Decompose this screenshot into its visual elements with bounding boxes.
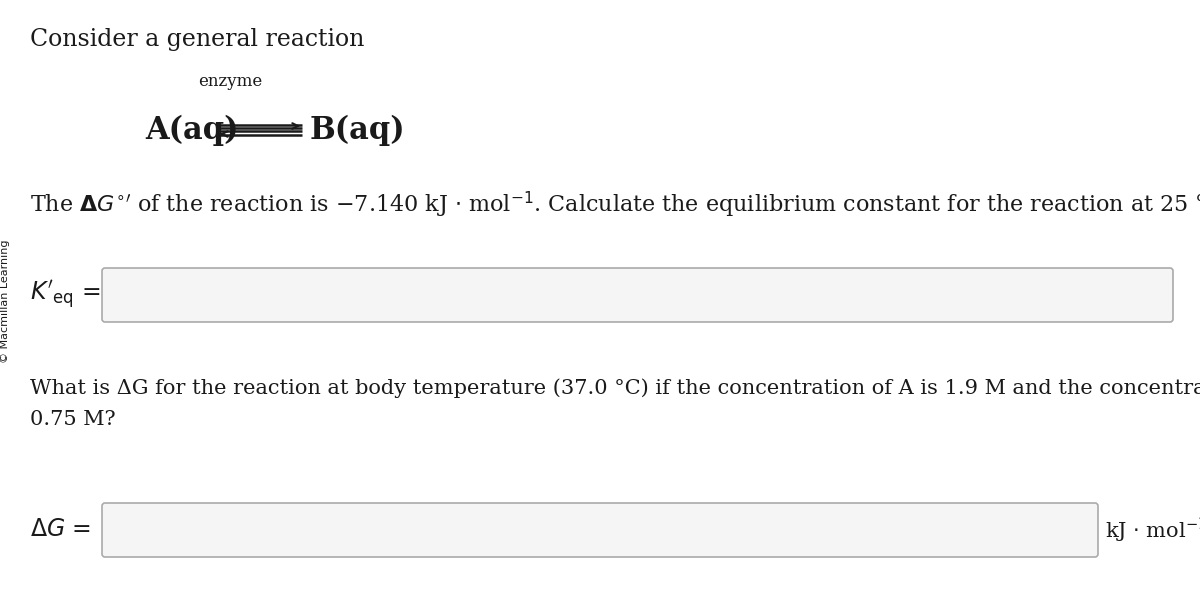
- Text: $K'_{\rm eq}$ =: $K'_{\rm eq}$ =: [30, 279, 101, 311]
- Text: Consider a general reaction: Consider a general reaction: [30, 28, 365, 51]
- Text: What is ΔG for the reaction at body temperature (37.0 °C) if the concentration o: What is ΔG for the reaction at body temp…: [30, 378, 1200, 397]
- Text: $\Delta G$ =: $\Delta G$ =: [30, 519, 91, 541]
- FancyBboxPatch shape: [102, 503, 1098, 557]
- Text: © Macmillan Learning: © Macmillan Learning: [0, 240, 10, 363]
- Text: A(aq): A(aq): [145, 115, 239, 145]
- Text: B(aq): B(aq): [310, 115, 406, 145]
- Text: enzyme: enzyme: [198, 73, 262, 90]
- Text: kJ $\cdot$ mol$^{-1}$: kJ $\cdot$ mol$^{-1}$: [1105, 516, 1200, 545]
- Text: The $\mathbf{\Delta \it{G}^{\circ\prime}}$ of the reaction is $-$7.140 kJ $\cdot: The $\mathbf{\Delta \it{G}^{\circ\prime}…: [30, 190, 1200, 220]
- Text: 0.75 M?: 0.75 M?: [30, 410, 115, 429]
- FancyBboxPatch shape: [102, 268, 1174, 322]
